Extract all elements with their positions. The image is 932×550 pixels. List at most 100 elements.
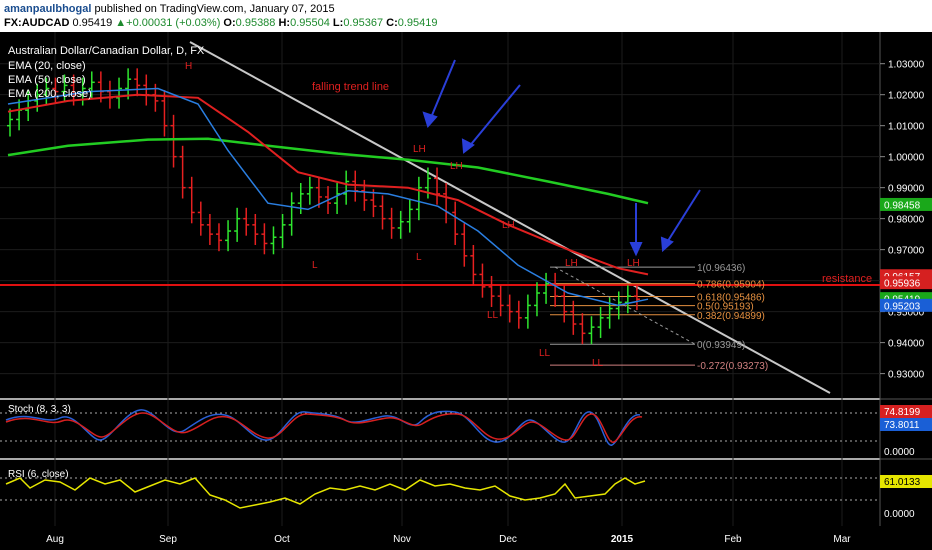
change-arrow-icon: ▲: [115, 17, 127, 29]
swing-label: LH: [450, 161, 463, 172]
candle: [306, 176, 313, 205]
price-tag-bg: [880, 197, 932, 211]
fib-label: 0.382(0.94899): [697, 311, 765, 322]
candle: [543, 272, 550, 304]
arrow-head-icon: [422, 111, 438, 128]
rsi-zero-tick: 0.0000: [884, 509, 915, 520]
low-label: L:: [332, 17, 344, 29]
arrow-head-icon: [629, 242, 643, 257]
swing-label: LH: [502, 220, 515, 231]
fib-label: 0.618(0.95486): [697, 293, 765, 304]
stoch-k-tag: 73.8011: [884, 420, 920, 431]
x-tick-labels: Aug Sep Oct Nov Dec 2015 Feb Mar: [46, 534, 851, 545]
y-tick-label: 1.00000: [888, 153, 925, 164]
chart-canvas[interactable]: 1.03000 1.02000 1.01000 1.00000 0.99000 0.980…: [0, 32, 932, 550]
swing-label: H: [185, 61, 192, 72]
ema-200-line: [7, 137, 649, 205]
price-tag-bg: [880, 298, 932, 312]
arrow: [467, 84, 521, 149]
chart-title: Australian Dollar/Canadian Dollar, D, FX: [8, 45, 205, 57]
low-value: 0.95367: [343, 17, 384, 29]
stoch-d-line: [5, 412, 643, 443]
high-label: H:: [278, 17, 291, 29]
candle: [415, 176, 422, 221]
candle: [379, 195, 386, 230]
candle: [179, 145, 186, 199]
candle: [515, 300, 522, 329]
candle: [261, 223, 268, 255]
candle: [597, 306, 604, 338]
legend-ema-50: EMA (50, close): [8, 74, 86, 86]
candle: [170, 114, 177, 168]
x-tick-label: Feb: [724, 534, 742, 545]
stoch-d-tag: 74.8199: [884, 407, 921, 418]
rsi-pane[interactable]: [0, 460, 880, 526]
time-axis[interactable]: [0, 526, 932, 550]
fib-label: 0(0.93949): [697, 340, 745, 351]
candle: [206, 214, 213, 245]
x-tick-label: 2015: [611, 534, 634, 545]
y-tick-label: 0.93000: [888, 370, 925, 381]
candle: [243, 207, 250, 236]
arrow-head-icon: [660, 236, 674, 253]
candle: [497, 285, 504, 317]
stoch-title: Stoch (8, 3, 3): [8, 404, 71, 415]
rsi-tag-bg: [880, 475, 932, 488]
fib-label: 0.786(0.95904): [697, 280, 765, 291]
fibonacci-retracement[interactable]: 1(0.96436)0.786(0.95904)0.618(0.95486)0.…: [550, 263, 768, 372]
candle: [370, 189, 377, 218]
close-label: C:: [386, 17, 398, 29]
y-tick-label: 0.99000: [888, 184, 925, 195]
candle: [533, 282, 540, 317]
price-tag: 0.98458: [884, 200, 921, 211]
resistance-label: resistance: [822, 273, 872, 285]
fib-label: 0.5(0.95193): [697, 302, 754, 313]
candle: [52, 77, 59, 103]
candle: [134, 68, 141, 97]
price-tag: 0.95203: [884, 301, 921, 312]
arrow-head-icon: [461, 138, 475, 154]
candle: [161, 90, 168, 137]
author-name[interactable]: amanpaulbhogal: [4, 3, 92, 15]
fib-label: 1(0.96436): [697, 263, 745, 274]
candle: [579, 313, 586, 345]
candle: [234, 207, 241, 242]
candle: [397, 210, 404, 239]
swing-label: LH: [565, 258, 578, 269]
close-value: 0.95419: [397, 17, 438, 29]
candle: [279, 214, 286, 249]
candle: [116, 77, 123, 109]
legend-ema-20: EMA (20, close): [8, 60, 86, 72]
candle: [288, 192, 295, 236]
fib-label: -0.272(0.93273): [697, 361, 768, 372]
candle: [61, 74, 68, 103]
rsi-line: [5, 477, 646, 509]
swing-label: LL: [539, 348, 551, 359]
y-tick-label: 1.01000: [888, 122, 925, 133]
swing-label: L: [312, 260, 318, 271]
candle: [470, 244, 477, 286]
published-text: published on TradingView.com, January 07…: [94, 3, 335, 15]
candle: [43, 77, 50, 106]
stoch-pane[interactable]: [0, 400, 880, 458]
x-tick-label: Mar: [833, 534, 851, 545]
x-tick-label: Oct: [274, 534, 290, 545]
candle: [315, 176, 322, 208]
falling-trend-line[interactable]: [189, 41, 831, 394]
stoch-tag-bg: [880, 418, 932, 431]
high-value: 0.95504: [290, 17, 330, 29]
candle: [388, 207, 395, 239]
open-label: O:: [223, 17, 236, 29]
candle: [7, 108, 13, 137]
candle: [588, 316, 595, 345]
swing-labels: H L L LH LH LH LL LL LH LL LH: [185, 61, 640, 369]
candle: [633, 285, 640, 311]
open-value: 0.95388: [235, 17, 276, 29]
candles: [7, 68, 640, 345]
rsi-tag: 61.0133: [884, 477, 921, 488]
candle: [461, 223, 468, 267]
swing-label: LL: [487, 310, 499, 321]
candle: [524, 294, 531, 329]
candle: [125, 68, 132, 100]
x-tick-label: Dec: [499, 534, 517, 545]
